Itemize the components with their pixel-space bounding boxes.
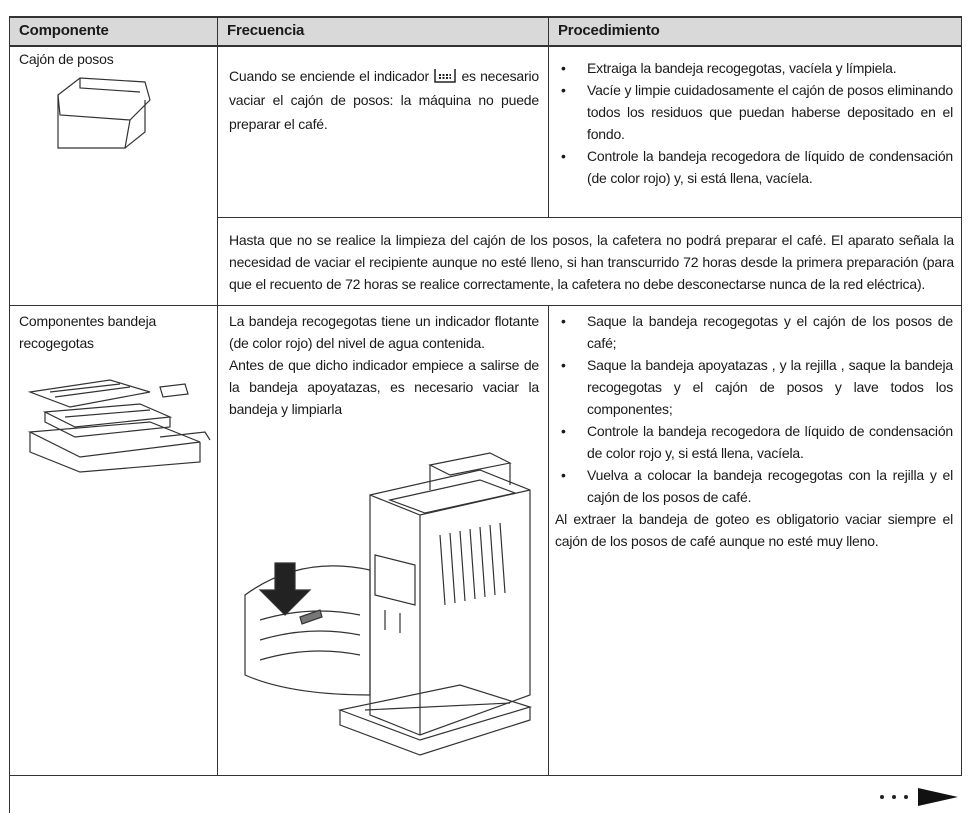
header-cell: Componente [9, 17, 217, 45]
frequency-text: Cuando se enciende el indicador es neces… [229, 64, 539, 136]
text: es necesario vaciar el cajón de posos: l… [229, 68, 539, 132]
frequency-text: La bandeja recogegotas tiene un indicado… [229, 310, 539, 420]
coffee-machine-illustration [244, 452, 533, 756]
component-name: Componentes bandeja recogegotas [19, 313, 157, 351]
indicator-icon [434, 69, 456, 83]
grounds-container-illustration [57, 77, 151, 149]
border [217, 217, 962, 218]
border [217, 16, 218, 775]
procedure-item: Controle la bandeja recogedora de líquid… [555, 145, 953, 189]
procedure-list: Saque la bandeja recogegotas y el cajón … [555, 310, 953, 508]
border [9, 45, 962, 47]
closing-text: Al extraer la bandeja de goteo es obliga… [555, 511, 953, 549]
text: Cuando se enciende el indicador [229, 68, 429, 84]
border [548, 16, 549, 217]
header-cell: Frecuencia [217, 17, 548, 45]
border [9, 305, 962, 306]
continue-arrow [880, 788, 958, 806]
procedure-item: Saque la bandeja recogegotas y el cajón … [555, 310, 953, 354]
border [548, 305, 549, 775]
procedure-item: Controle la bandeja recogedora de líquid… [555, 420, 953, 464]
procedure-list: Extraiga la bandeja recogegotas, vacíela… [555, 57, 953, 189]
paragraph: Antes de que dicho indicador empiece a s… [229, 357, 539, 417]
border [9, 775, 962, 776]
procedure: Saque la bandeja recogegotas y el cajón … [555, 310, 953, 552]
paragraph: La bandeja recogegotas tiene un indicado… [229, 313, 539, 351]
header-cell: Procedimiento [548, 17, 962, 45]
procedure-item: Vuelva a colocar la bandeja recogegotas … [555, 464, 953, 508]
component-name: Cajón de posos [19, 51, 114, 67]
border [9, 16, 10, 813]
drip-tray-illustration [27, 379, 211, 473]
border [9, 16, 962, 18]
border [961, 16, 962, 775]
procedure-item: Extraiga la bandeja recogegotas, vacíela… [555, 57, 953, 79]
note: Hasta que no se realice la limpieza del … [229, 232, 954, 292]
procedure-item: Vacíe y limpie cuidadosamente el cajón d… [555, 79, 953, 145]
procedure-item: Saque la bandeja apoyatazas , y la rejil… [555, 354, 953, 420]
